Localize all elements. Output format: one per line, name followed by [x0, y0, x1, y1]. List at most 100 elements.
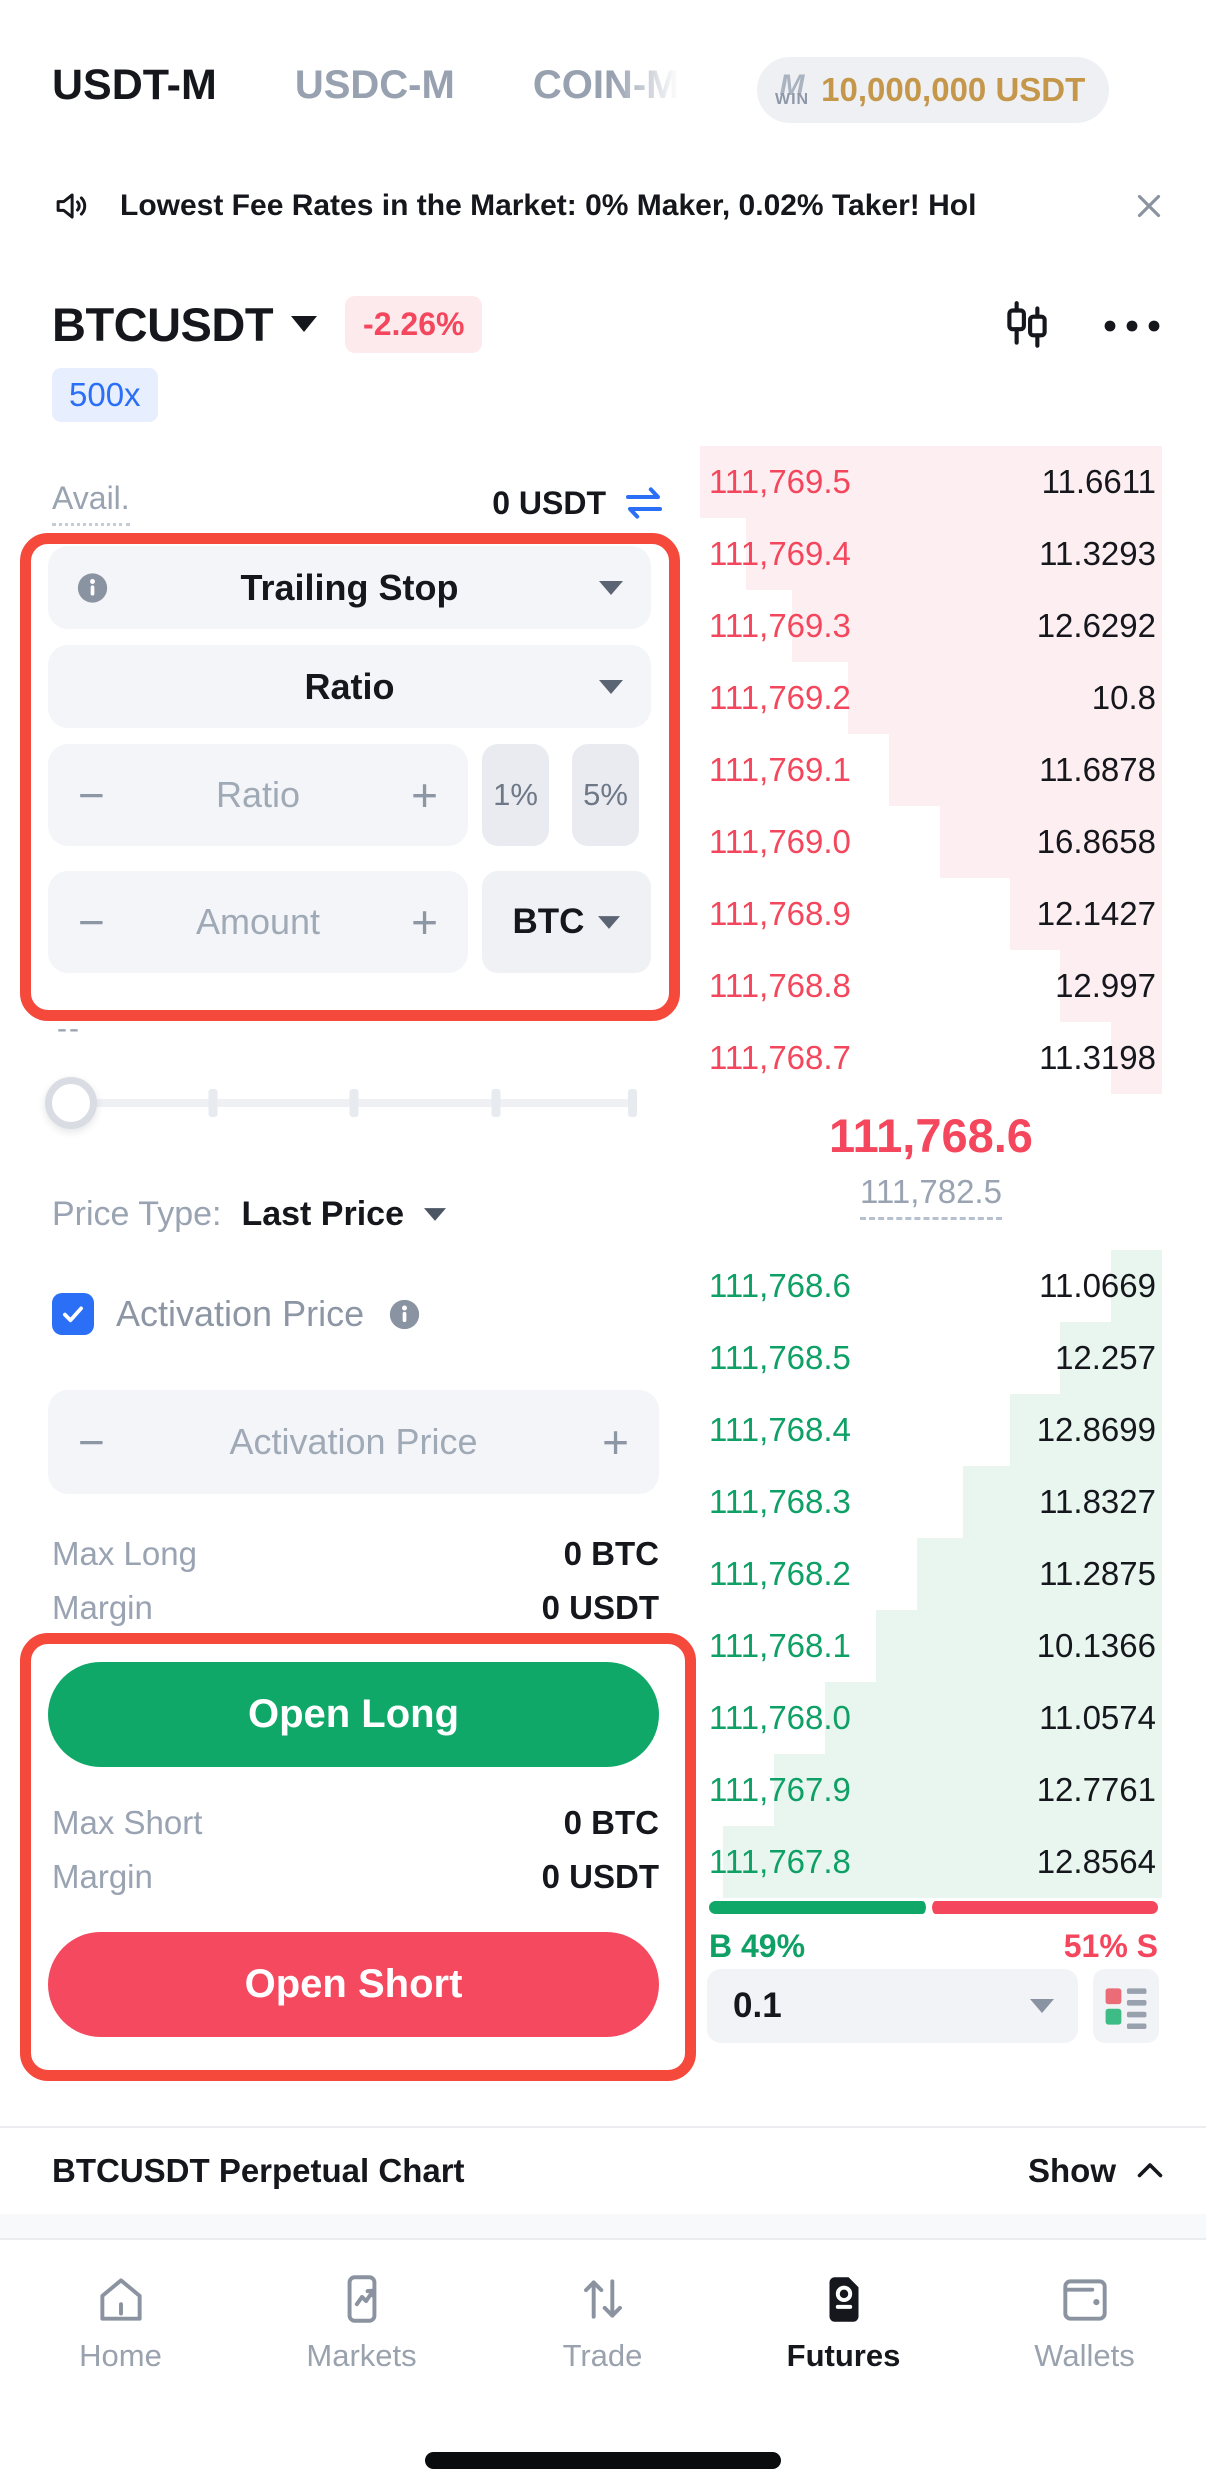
home-indicator — [425, 2452, 781, 2469]
activation-price-input[interactable]: − Activation Price + — [48, 1390, 659, 1494]
ask-price: 111,769.0 — [709, 823, 851, 860]
bid-row[interactable]: 111,768.3 11.8327 — [700, 1466, 1162, 1538]
announcement-bar: Lowest Fee Rates in the Market: 0% Maker… — [52, 176, 1168, 236]
ratio-input[interactable]: − Ratio + — [48, 744, 468, 846]
price-type-value[interactable]: Last Price — [241, 1194, 404, 1233]
ask-row[interactable]: 111,769.0 16.8658 — [700, 806, 1162, 878]
bid-row[interactable]: 111,768.4 12.8699 — [700, 1394, 1162, 1466]
tab-usdt-m[interactable]: USDT-M — [52, 60, 217, 109]
bid-row[interactable]: 111,768.6 11.0669 — [700, 1250, 1162, 1322]
ask-row[interactable]: 111,769.3 12.6292 — [700, 590, 1162, 662]
quick-ratio-1pct-button[interactable]: 1% — [482, 744, 549, 846]
info-icon[interactable] — [74, 569, 111, 606]
bid-row[interactable]: 111,767.8 12.8564 — [700, 1826, 1162, 1898]
chart-title: BTCUSDT Perpetual Chart — [52, 2152, 465, 2189]
amount-slider[interactable] — [45, 1077, 637, 1129]
order-type-value: Trailing Stop — [240, 566, 459, 608]
ask-amount: 12.1427 — [1036, 895, 1156, 932]
tab-coin-m[interactable]: COIN-M — [532, 62, 680, 107]
symbol-name[interactable]: BTCUSDT — [52, 297, 274, 351]
bid-depth-bar — [1111, 1250, 1162, 1322]
bonus-badge[interactable]: M WIN 10,000,000 USDT — [757, 57, 1110, 123]
chart-toggle[interactable]: Show — [1028, 2152, 1168, 2190]
ask-row[interactable]: 111,769.1 11.6878 — [700, 734, 1162, 806]
sell-ratio-bar — [929, 1901, 1158, 1914]
bid-price: 111,767.8 — [709, 1843, 851, 1880]
quick-ratio-5pct-button[interactable]: 5% — [572, 744, 639, 846]
ask-amount: 11.6878 — [1039, 751, 1156, 788]
chart-toggle-label: Show — [1028, 2152, 1116, 2189]
open-long-button[interactable]: Open Long — [48, 1662, 659, 1767]
ask-depth-bar — [1111, 1022, 1162, 1094]
speaker-icon — [56, 193, 87, 219]
bonus-amount: 10,000,000 USDT — [821, 71, 1086, 108]
tab-usdc-m[interactable]: USDC-M — [294, 62, 455, 107]
plus-button[interactable]: + — [411, 896, 438, 948]
ask-amount: 11.3293 — [1039, 535, 1156, 572]
ask-row[interactable]: 111,769.4 11.3293 — [700, 518, 1162, 590]
ask-price: 111,769.5 — [709, 463, 851, 500]
caret-down-icon[interactable] — [423, 1207, 446, 1221]
ask-row[interactable]: 111,768.9 12.1427 — [700, 878, 1162, 950]
ask-row[interactable]: 111,768.7 11.3198 — [700, 1022, 1162, 1094]
plus-button[interactable]: + — [602, 1416, 629, 1468]
nav-item-wallets[interactable]: Wallets — [964, 2242, 1205, 2374]
close-icon[interactable] — [1130, 187, 1168, 225]
bid-amount: 11.2875 — [1039, 1555, 1156, 1592]
amount-unit-select[interactable]: BTC — [482, 871, 651, 973]
nav-item-markets[interactable]: Markets — [241, 2242, 482, 2374]
slider-track[interactable] — [71, 1089, 637, 1117]
bid-amount: 11.0669 — [1039, 1267, 1156, 1304]
variance-type-select[interactable]: Ratio — [48, 645, 651, 728]
ask-row[interactable]: 111,769.2 10.8 — [700, 662, 1162, 734]
available-balance-row: Avail. 0 USDT — [52, 480, 668, 526]
open-short-button[interactable]: Open Short — [48, 1932, 659, 2037]
nav-item-home[interactable]: Home — [0, 2242, 241, 2374]
nav-item-trade[interactable]: Trade — [482, 2242, 723, 2374]
bid-row[interactable]: 111,767.9 12.7761 — [700, 1754, 1162, 1826]
long-margin-row: Margin 0 USDT — [52, 1585, 659, 1631]
minus-button[interactable]: − — [78, 769, 105, 821]
bid-row[interactable]: 111,768.1 10.1366 — [700, 1610, 1162, 1682]
ask-price: 111,769.1 — [709, 751, 851, 788]
bid-depth-bar — [1060, 1322, 1162, 1394]
minus-button[interactable]: − — [78, 1416, 105, 1468]
tick-size-select[interactable]: 0.1 — [707, 1969, 1078, 2043]
bid-price: 111,768.2 — [709, 1555, 851, 1592]
amount-input[interactable]: − Amount + — [48, 871, 468, 973]
bid-amount: 12.8699 — [1036, 1411, 1156, 1448]
ask-row[interactable]: 111,768.8 12.997 — [700, 950, 1162, 1022]
transfer-icon[interactable] — [620, 482, 668, 524]
max-short-label: Max Short — [52, 1804, 203, 1841]
slider-handle[interactable] — [45, 1077, 97, 1129]
buy-ratio-bar — [709, 1901, 929, 1914]
short-margin-row: Margin 0 USDT — [52, 1854, 659, 1900]
leverage-badge[interactable]: 500x — [52, 368, 158, 422]
ask-price: 111,769.3 — [709, 607, 851, 644]
max-long-value: 0 BTC — [563, 1535, 659, 1572]
order-type-select[interactable]: Trailing Stop — [48, 546, 651, 629]
last-price[interactable]: 111,768.6 — [829, 1109, 1033, 1162]
plus-button[interactable]: + — [411, 769, 438, 821]
collapsed-chart-band — [0, 2214, 1206, 2240]
trade-icon — [583, 2279, 622, 2319]
bid-row[interactable]: 111,768.5 12.257 — [700, 1322, 1162, 1394]
ask-depth-bar — [700, 446, 1162, 518]
bid-depth-bar — [917, 1538, 1162, 1610]
ask-amount: 12.6292 — [1036, 607, 1156, 644]
bid-price: 111,768.6 — [709, 1267, 851, 1304]
nav-item-futures[interactable]: Futures — [723, 2242, 964, 2374]
minus-button[interactable]: − — [78, 896, 105, 948]
chart-candles-icon[interactable] — [998, 296, 1056, 359]
symbol-caret-down-icon[interactable] — [291, 316, 318, 332]
announcement-text[interactable]: Lowest Fee Rates in the Market: 0% Maker… — [120, 189, 977, 222]
buy-sell-ratio-bar — [709, 1901, 1158, 1914]
info-icon[interactable] — [386, 1296, 423, 1333]
bid-row[interactable]: 111,768.2 11.2875 — [700, 1538, 1162, 1610]
order-book-display-mode-button[interactable] — [1093, 1969, 1159, 2043]
bid-row[interactable]: 111,768.0 11.0574 — [700, 1682, 1162, 1754]
activation-checkbox[interactable] — [52, 1293, 94, 1335]
long-margin-label: Margin — [52, 1589, 153, 1626]
ask-row[interactable]: 111,769.5 11.6611 — [700, 446, 1162, 518]
more-ellipsis-icon[interactable] — [1096, 302, 1168, 357]
